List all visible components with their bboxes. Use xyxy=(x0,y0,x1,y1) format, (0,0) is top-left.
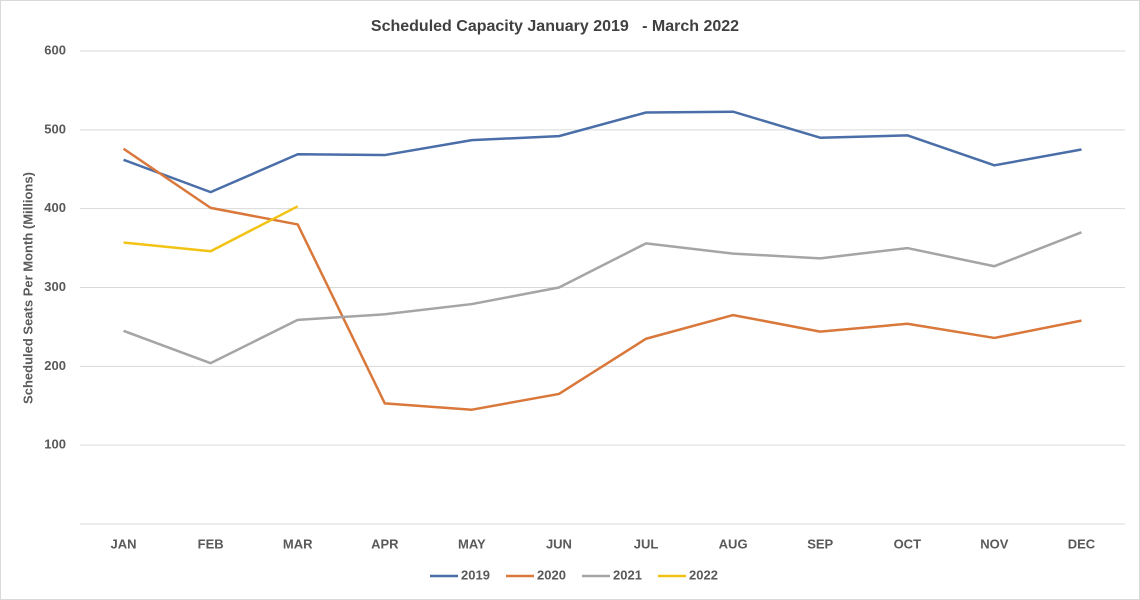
y-tick-label: 500 xyxy=(44,121,66,136)
legend-label: 2021 xyxy=(613,567,642,582)
series-line xyxy=(123,205,299,253)
x-tick-label: APR xyxy=(371,536,399,551)
x-tick-label: FEB xyxy=(198,536,224,551)
x-tick-label: MAY xyxy=(458,536,486,551)
y-tick-label: 400 xyxy=(44,200,66,215)
x-tick-label: SEP xyxy=(807,536,833,551)
y-tick-label: 200 xyxy=(44,358,66,373)
x-tick-label: NOV xyxy=(980,536,1009,551)
legend-label: 2019 xyxy=(461,567,490,582)
x-tick-label: DEC xyxy=(1068,536,1096,551)
x-tick-label: JUL xyxy=(634,536,659,551)
chart-title: Scheduled Capacity January 2019 - March … xyxy=(371,18,739,35)
series-line xyxy=(122,147,1082,411)
y-tick-label: 300 xyxy=(44,279,66,294)
x-tick-label: MAR xyxy=(283,536,313,551)
x-tick-label: AUG xyxy=(719,536,748,551)
legend-label: 2020 xyxy=(537,567,566,582)
y-axis-label: Scheduled Seats Per Month (Millions) xyxy=(20,172,35,404)
y-tick-label: 600 xyxy=(44,42,66,57)
series-line xyxy=(123,231,1082,365)
x-tick-label: JUN xyxy=(546,536,572,551)
x-tick-label: OCT xyxy=(894,536,922,551)
x-tick-label: JAN xyxy=(111,536,137,551)
y-tick-label: 100 xyxy=(44,437,66,452)
legend-label: 2022 xyxy=(689,567,718,582)
series-line xyxy=(123,110,1082,194)
